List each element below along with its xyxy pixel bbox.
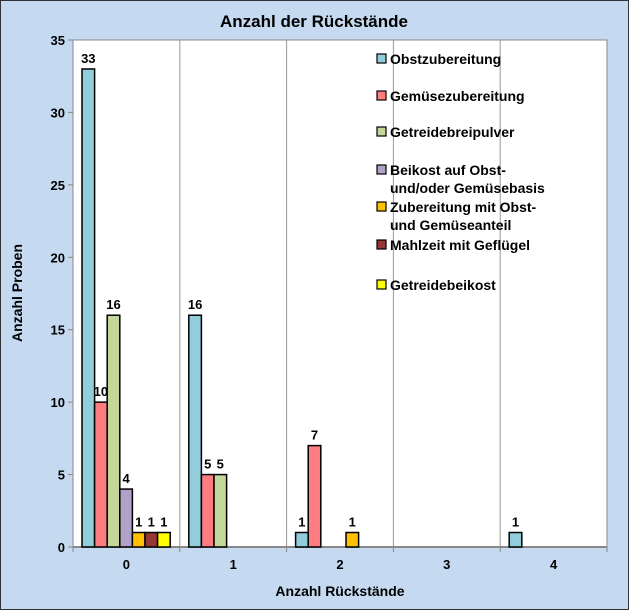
bar	[213, 473, 228, 548]
x-axis-label: Anzahl Rückstände	[275, 583, 404, 599]
y-tick-label: 35	[51, 33, 65, 48]
data-label: 33	[81, 51, 95, 66]
legend-label: Obstzubereitung	[390, 51, 501, 67]
y-tick-label: 30	[51, 105, 65, 120]
data-label: 10	[94, 384, 108, 399]
bar	[81, 68, 96, 548]
data-label: 5	[204, 457, 211, 472]
bar	[188, 314, 203, 548]
legend-swatch	[376, 164, 387, 175]
y-tick-label: 0	[58, 540, 65, 555]
bar	[131, 531, 146, 548]
bar	[119, 488, 134, 548]
legend-label: Gemüsezubereitung	[390, 88, 525, 104]
chart-title: Anzahl der Rückstände	[220, 12, 408, 31]
x-tick-label: 4	[550, 557, 558, 572]
data-label: 1	[298, 515, 305, 530]
data-label: 7	[311, 428, 318, 443]
y-tick-label: 5	[58, 468, 65, 483]
legend-label: Zubereitung mit Obst-	[390, 199, 537, 215]
legend-label: und/oder Gemüsebasis	[390, 180, 545, 196]
bar	[345, 531, 360, 548]
y-tick-label: 25	[51, 178, 65, 193]
data-label: 1	[135, 515, 142, 530]
data-label: 5	[217, 457, 224, 472]
y-axis-label: Anzahl Proben	[9, 244, 25, 342]
bar	[508, 531, 523, 548]
bar	[106, 314, 121, 548]
legend-swatch	[376, 279, 387, 290]
data-label: 16	[188, 297, 202, 312]
x-tick-label: 2	[336, 557, 343, 572]
x-tick-label: 0	[123, 557, 130, 572]
data-label: 4	[122, 471, 130, 486]
x-tick-label: 3	[443, 557, 450, 572]
legend-swatch	[376, 239, 387, 250]
legend-label: und Gemüseanteil	[390, 217, 511, 233]
bar	[156, 531, 171, 548]
legend-label: Beikost auf Obst-	[390, 162, 506, 178]
bar	[307, 444, 322, 548]
data-label: 1	[148, 515, 155, 530]
legend-label: Getreidebeikost	[390, 277, 496, 293]
y-tick-label: 10	[51, 395, 65, 410]
x-tick-label: 1	[230, 557, 237, 572]
data-label: 1	[512, 515, 519, 530]
bar	[200, 473, 215, 548]
legend-label: Mahlzeit mit Geflügel	[390, 237, 530, 253]
bar	[294, 531, 309, 548]
y-tick-label: 20	[51, 250, 65, 265]
bar	[144, 531, 159, 548]
legend-label: Getreidebreipulver	[390, 124, 515, 140]
legend-swatch	[376, 90, 387, 101]
legend-swatch	[376, 201, 387, 212]
data-label: 1	[160, 515, 167, 530]
plot-area	[72, 39, 608, 548]
data-label: 1	[349, 515, 356, 530]
bar	[93, 401, 108, 548]
y-tick-label: 15	[51, 323, 65, 338]
legend-swatch	[376, 53, 387, 64]
data-label: 16	[106, 297, 120, 312]
legend-swatch	[376, 126, 387, 137]
